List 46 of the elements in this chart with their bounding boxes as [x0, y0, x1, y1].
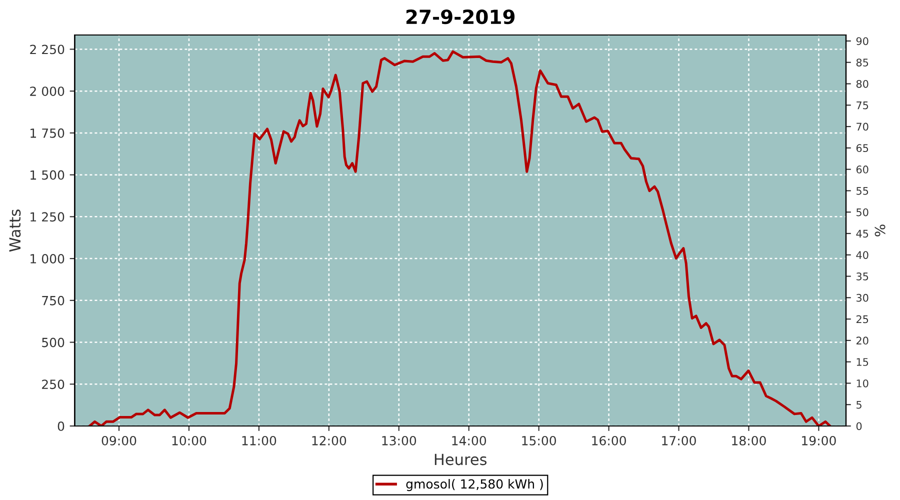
x-tick-label: 11:00: [242, 436, 276, 446]
y2-tick-label: 50: [856, 208, 868, 216]
y-tick-label: 2 250: [30, 44, 64, 54]
y2-tick-label: 90: [856, 37, 868, 46]
y-axis-title: Watts: [9, 210, 21, 252]
y2-tick-label: 55: [856, 187, 868, 195]
y2-tick-label: 35: [856, 272, 868, 280]
y2-tick-label: 85: [856, 58, 868, 66]
x-tick-label: 15:00: [522, 436, 556, 446]
chart-title: 27-9-2019: [406, 9, 515, 24]
y2-tick-label: 15: [856, 358, 868, 366]
y-tick-label: 1 500: [30, 170, 64, 180]
y2-tick-label: 60: [856, 166, 868, 174]
y-tick-label: 1 750: [30, 128, 64, 138]
y2-tick-label: 65: [856, 144, 868, 152]
x-tick-label: 16:00: [592, 436, 626, 446]
y-tick-label: 500: [42, 338, 64, 348]
y-tick-label: 0: [58, 421, 64, 431]
x-tick-label: 17:00: [662, 436, 696, 446]
x-axis-title: Heures: [434, 454, 487, 466]
y2-tick-label: 70: [856, 122, 868, 131]
x-tick-label: 19:00: [802, 436, 836, 446]
y2-tick-label: 80: [856, 80, 868, 88]
y-tick-label: 1 000: [30, 254, 64, 264]
y2-tick-label: 75: [856, 102, 868, 110]
y2-tick-label: 40: [856, 251, 868, 259]
y-tick-label: 250: [42, 380, 64, 390]
y-tick-label: 750: [42, 296, 64, 306]
y2-tick-label: 45: [856, 230, 868, 238]
x-tick-label: 09:00: [102, 436, 136, 446]
y-tick-label: 2 000: [30, 86, 64, 96]
x-tick-label: 13:00: [382, 436, 416, 446]
y2-tick-label: 0: [856, 422, 862, 430]
y2-tick-label: 20: [856, 336, 868, 345]
y2-axis-title: %: [874, 224, 886, 236]
x-tick-label: 18:00: [732, 436, 766, 446]
x-tick-label: 12:00: [312, 436, 346, 446]
x-tick-label: 10:00: [172, 436, 206, 446]
x-tick-label: 14:00: [452, 436, 486, 446]
y-tick-label: 1 250: [30, 212, 64, 222]
legend-label: gmosol( 12,580 kWh ): [406, 479, 543, 492]
y2-tick-label: 30: [856, 294, 868, 302]
y2-tick-label: 5: [856, 400, 862, 409]
y2-tick-label: 25: [856, 315, 868, 324]
line-series: [88, 50, 832, 426]
y2-tick-label: 10: [856, 379, 868, 388]
